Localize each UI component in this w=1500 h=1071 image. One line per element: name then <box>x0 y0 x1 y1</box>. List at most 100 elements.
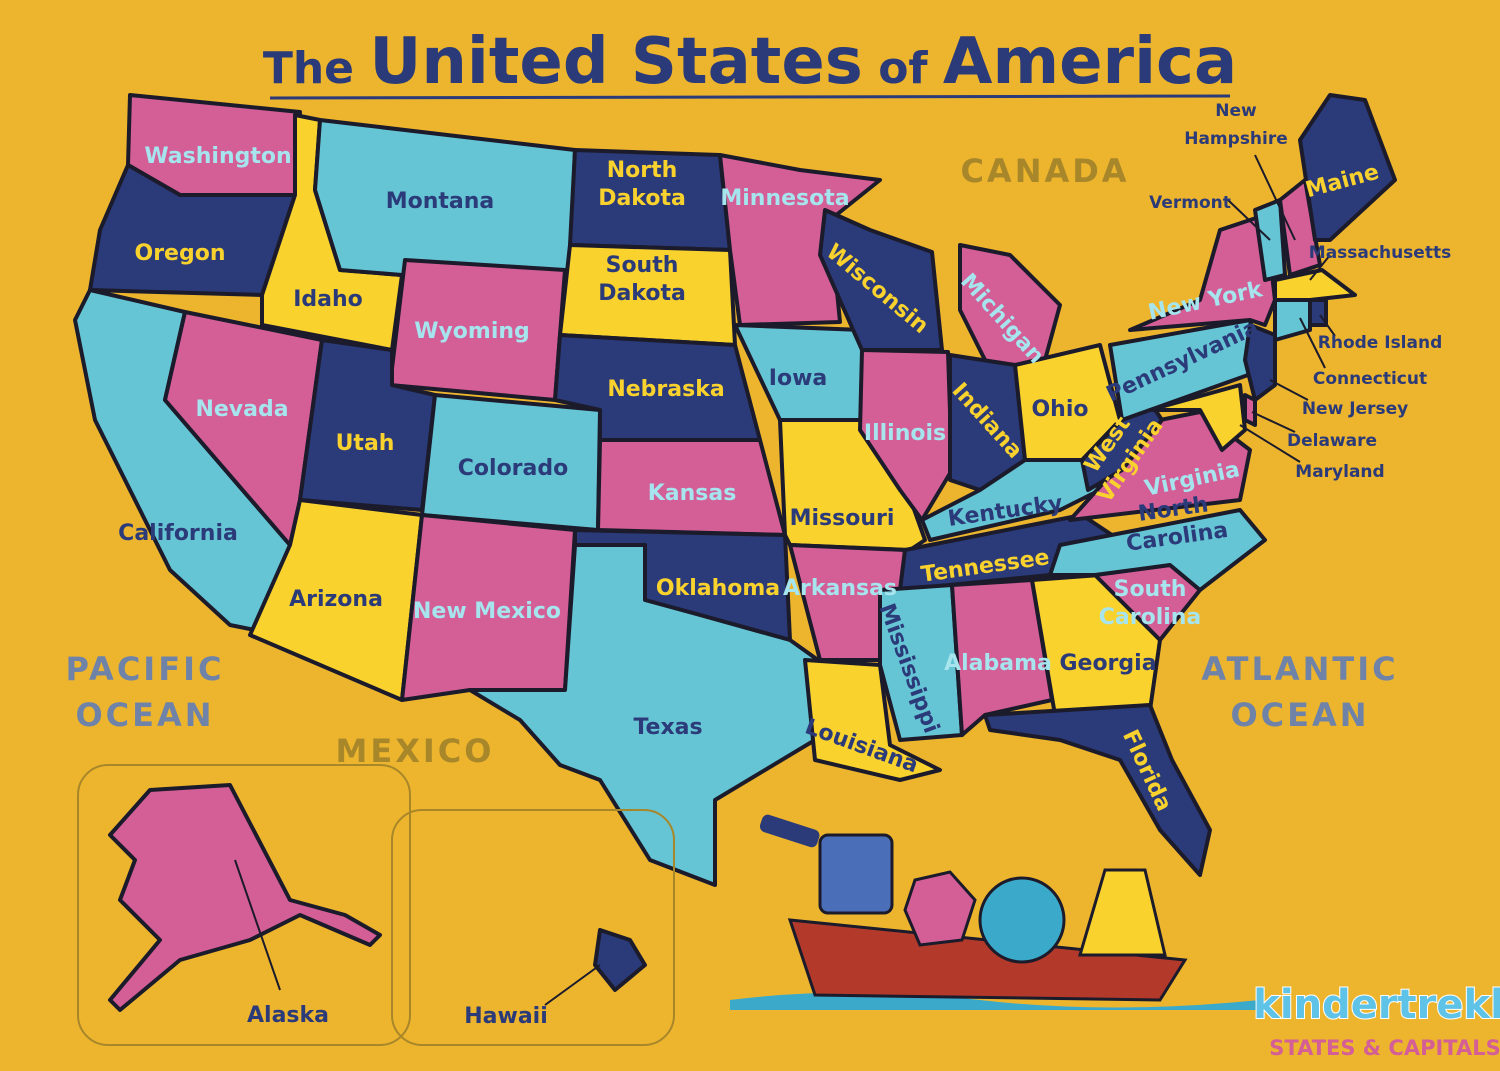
label-new-mexico: New Mexico <box>413 599 561 624</box>
state-hawaii[interactable] <box>593 928 647 992</box>
state-north-carolina[interactable] <box>1048 508 1267 592</box>
label-line: Rhode Island <box>1318 333 1443 353</box>
mexico-label: MEXICO <box>336 732 495 770</box>
label-colorado: Colorado <box>458 456 568 481</box>
alaska-inset-frame <box>77 764 411 1046</box>
state-arizona[interactable] <box>248 498 424 702</box>
leader-line-connecticut <box>1299 317 1326 369</box>
label-south-dakota: South Dakota <box>598 253 686 306</box>
kindertrekk-logo: kindertrekk STATES & CAPITALS <box>1252 981 1500 1060</box>
label-line: Colorado <box>458 456 568 481</box>
state-alabama[interactable] <box>950 578 1054 737</box>
label-hawaii: Hawaii <box>464 1004 548 1029</box>
label-nebraska: Nebraska <box>607 377 724 402</box>
label-oregon: Oregon <box>135 241 226 266</box>
label-massachusetts: Massachusetts <box>1309 243 1451 263</box>
label-minnesota: Minnesota <box>720 186 849 211</box>
label-nevada: Nevada <box>195 397 288 422</box>
label-line: Arkansas <box>783 576 897 601</box>
label-line: Massachusetts <box>1309 243 1451 263</box>
state-mississippi[interactable] <box>878 583 964 742</box>
label-delaware: Delaware <box>1287 431 1377 451</box>
label-line: Utah <box>336 431 395 456</box>
state-maine[interactable] <box>1298 93 1397 242</box>
label-line: Carolina <box>1099 605 1202 630</box>
label-line: Kansas <box>648 481 737 506</box>
label-line: Oregon <box>135 241 226 266</box>
state-new-hampshire[interactable] <box>1278 178 1322 277</box>
logo-brand: kindertrekk <box>1253 982 1500 1028</box>
label-line: South <box>606 253 679 278</box>
leader-line-rhode-island <box>1319 314 1336 337</box>
title-underline <box>269 94 1231 100</box>
label-line: South <box>1114 577 1187 602</box>
state-pennsylvania[interactable] <box>1108 318 1264 422</box>
label-kansas: Kansas <box>648 481 737 506</box>
label-iowa: Iowa <box>769 366 827 391</box>
page-title: The United States of America <box>263 25 1237 100</box>
state-connecticut[interactable] <box>1273 298 1312 342</box>
label-utah: Utah <box>336 431 395 456</box>
label-line: Nevada <box>195 397 288 422</box>
label-connecticut: Connecticut <box>1313 369 1427 389</box>
label-texas: Texas <box>633 715 702 740</box>
state-alaska[interactable] <box>108 783 382 1012</box>
label-idaho: Idaho <box>293 287 363 312</box>
logo-tagline: STATES & CAPITALS <box>1269 1036 1500 1060</box>
label-georgia: Georgia <box>1059 651 1156 676</box>
label-line: Minnesota <box>720 186 849 211</box>
state-florida[interactable] <box>983 703 1212 877</box>
label-montana: Montana <box>386 189 495 214</box>
label-oklahoma: Oklahoma <box>656 576 780 601</box>
leader-line-delaware <box>1251 411 1296 433</box>
title-the: The <box>263 43 354 94</box>
state-delaware[interactable] <box>1243 393 1257 427</box>
title-united-states: United States <box>369 25 863 99</box>
label-south-carolina: South Carolina <box>1099 577 1202 630</box>
states-layer <box>73 93 1397 1012</box>
label-washington: Washington <box>144 144 291 169</box>
label-line: Alaska <box>247 1003 329 1028</box>
label-ohio: Ohio <box>1031 397 1088 422</box>
label-line: Georgia <box>1059 651 1156 676</box>
label-line: Wyoming <box>414 319 530 344</box>
leader-line-massachusetts <box>1309 254 1331 281</box>
leader-line-new-hampshire <box>1254 154 1296 241</box>
label-line: Hawaii <box>464 1004 548 1029</box>
label-alabama: Alabama <box>944 651 1052 676</box>
label-line: Dakota <box>598 281 686 306</box>
label-vermont: Vermont <box>1149 193 1231 213</box>
boat-illustration <box>730 814 1260 1010</box>
label-line: Maryland <box>1295 462 1384 482</box>
label-line: Hampshire <box>1184 129 1288 149</box>
title-america: America <box>943 25 1237 99</box>
label-illinois: Illinois <box>864 421 946 446</box>
label-maryland: Maryland <box>1295 462 1384 482</box>
label-line: Connecticut <box>1313 369 1427 389</box>
label-line: Illinois <box>864 421 946 446</box>
label-california: California <box>118 521 238 546</box>
leader-line-vermont <box>1227 199 1271 241</box>
canada-label: CANADA <box>960 152 1129 190</box>
label-line: New Jersey <box>1302 399 1408 419</box>
state-new-jersey[interactable] <box>1243 323 1277 402</box>
cube-character <box>818 833 894 915</box>
title-of: of <box>878 43 928 94</box>
label-line: Arizona <box>289 587 383 612</box>
label-line: Iowa <box>769 366 827 391</box>
label-line: Oklahoma <box>656 576 780 601</box>
leader-line-alaska <box>234 859 281 991</box>
state-maryland[interactable] <box>1148 383 1247 452</box>
state-texas[interactable] <box>468 543 820 887</box>
label-line: New Mexico <box>413 599 561 624</box>
blueberry-character <box>978 876 1066 964</box>
label-line: Ohio <box>1031 397 1088 422</box>
state-massachusetts[interactable] <box>1273 268 1357 302</box>
telescope <box>759 814 820 848</box>
label-line: California <box>118 521 238 546</box>
atlantic-label-1: ATLANTIC <box>1201 650 1398 688</box>
label-line: Missouri <box>790 506 895 531</box>
label-line: Texas <box>633 715 702 740</box>
label-arizona: Arizona <box>289 587 383 612</box>
lamp-character <box>1077 868 1167 957</box>
